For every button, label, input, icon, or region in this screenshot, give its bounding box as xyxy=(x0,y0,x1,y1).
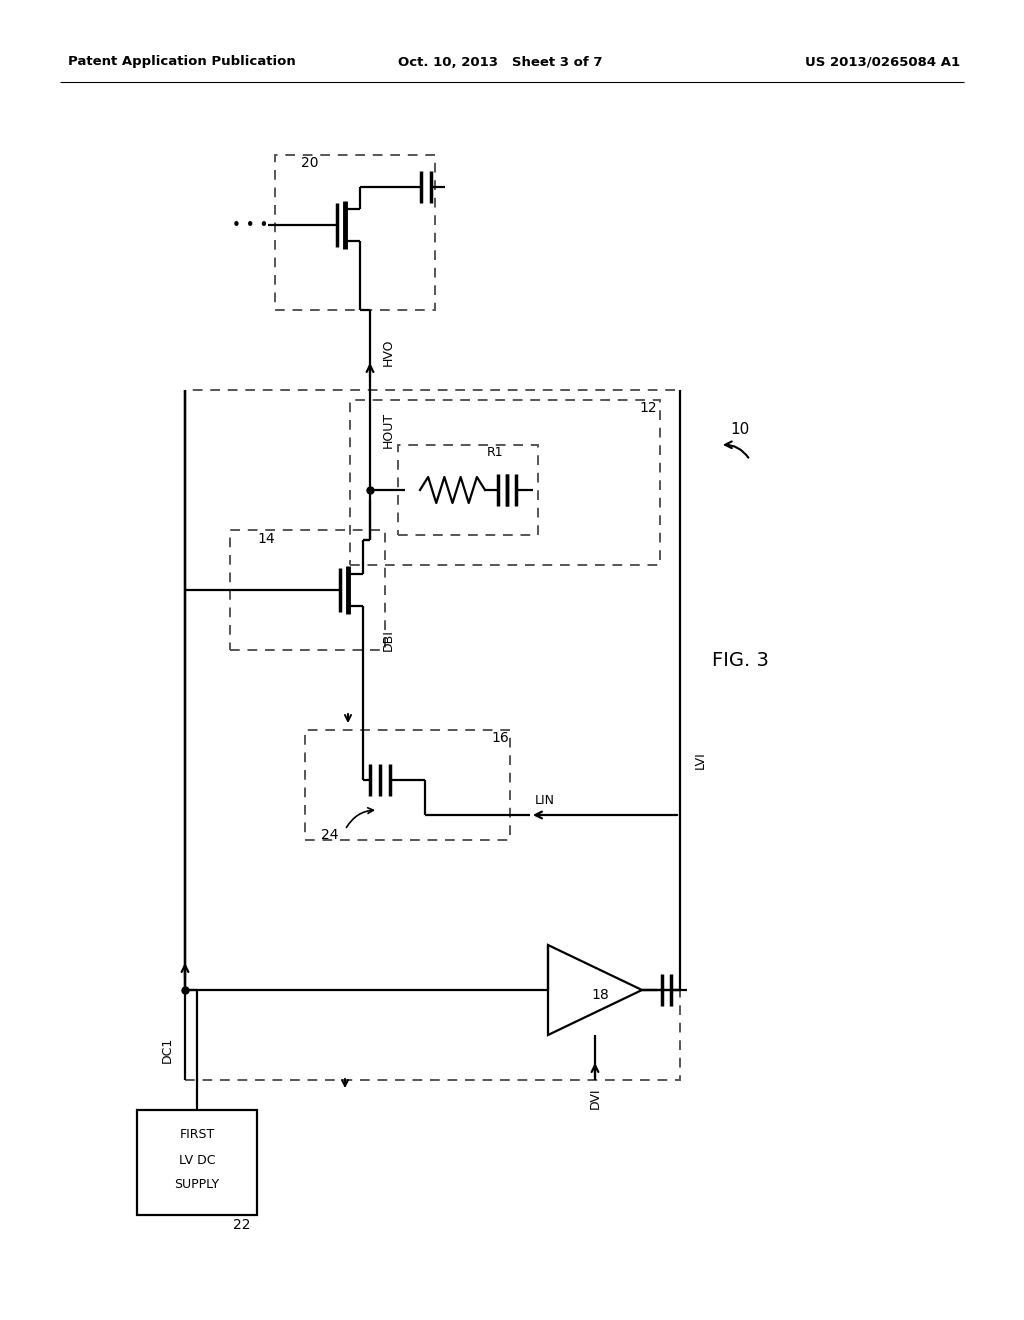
Text: US 2013/0265084 A1: US 2013/0265084 A1 xyxy=(805,55,961,69)
Text: 16: 16 xyxy=(492,731,509,744)
Text: 12: 12 xyxy=(639,401,656,414)
Bar xyxy=(350,400,660,565)
Text: LV DC: LV DC xyxy=(179,1154,215,1167)
Text: R1: R1 xyxy=(486,446,504,459)
Bar xyxy=(230,531,385,649)
Text: Oct. 10, 2013   Sheet 3 of 7: Oct. 10, 2013 Sheet 3 of 7 xyxy=(397,55,602,69)
Text: HOUT: HOUT xyxy=(382,412,395,447)
Text: 18: 18 xyxy=(591,987,609,1002)
Text: 22: 22 xyxy=(233,1218,251,1232)
Text: DBI: DBI xyxy=(382,630,395,651)
Polygon shape xyxy=(548,945,642,1035)
Text: FIG. 3: FIG. 3 xyxy=(712,651,768,669)
Text: DVI: DVI xyxy=(589,1088,601,1109)
Bar xyxy=(137,1110,257,1214)
Text: • • •: • • • xyxy=(231,218,268,232)
Text: 24: 24 xyxy=(322,828,339,842)
Bar xyxy=(305,730,510,840)
Text: SUPPLY: SUPPLY xyxy=(174,1179,219,1192)
Text: LVI: LVI xyxy=(694,751,707,768)
Text: DC1: DC1 xyxy=(161,1038,173,1063)
Text: 20: 20 xyxy=(301,156,318,170)
Text: LIN: LIN xyxy=(535,795,555,808)
Text: Patent Application Publication: Patent Application Publication xyxy=(68,55,296,69)
Bar xyxy=(185,389,680,1080)
Text: FIRST: FIRST xyxy=(179,1129,215,1142)
Bar xyxy=(275,154,435,310)
Bar xyxy=(398,445,538,535)
Text: 14: 14 xyxy=(257,532,274,546)
Text: HVO: HVO xyxy=(382,338,395,366)
Text: 10: 10 xyxy=(730,422,750,437)
